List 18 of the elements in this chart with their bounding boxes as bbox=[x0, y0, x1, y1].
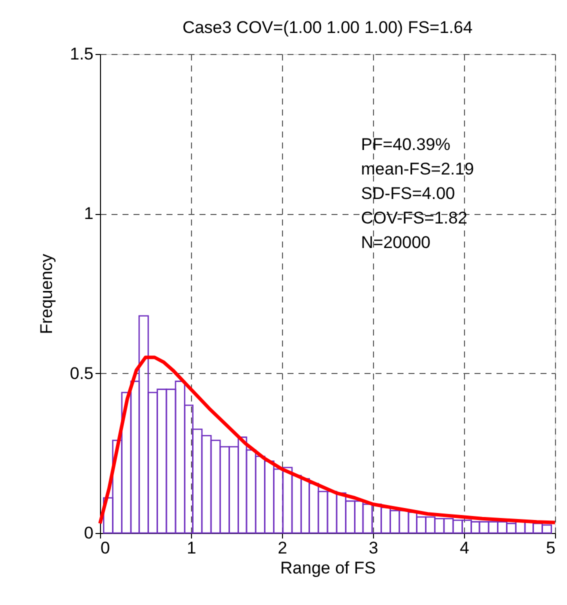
annotation: PF=40.39% bbox=[361, 135, 450, 154]
chart-title: Case3 COV=(1.00 1.00 1.00) FS=1.64 bbox=[182, 18, 473, 37]
y-tick-label: 0.5 bbox=[70, 364, 94, 383]
annotation: mean-FS=2.19 bbox=[361, 160, 474, 178]
y-tick-label: 1 bbox=[84, 204, 94, 224]
x-tick-label: 4 bbox=[460, 538, 470, 558]
x-tick-label: 3 bbox=[368, 538, 378, 558]
x-axis-title: Range of FS bbox=[280, 558, 376, 578]
x-tick-label: 1 bbox=[186, 538, 196, 558]
y-axis-title: Frequency bbox=[36, 253, 56, 334]
annotation: SD-FS=4.00 bbox=[361, 184, 456, 203]
annotation: N=20000 bbox=[361, 233, 430, 252]
x-tick-label: 0 bbox=[100, 538, 110, 558]
y-tick-label: 1.5 bbox=[70, 44, 94, 64]
x-tick-label: 5 bbox=[546, 538, 556, 558]
annotation: COV-FS=1.82 bbox=[361, 208, 468, 228]
x-tick-label: 2 bbox=[278, 538, 288, 558]
y-tick-label: 0 bbox=[84, 524, 94, 542]
